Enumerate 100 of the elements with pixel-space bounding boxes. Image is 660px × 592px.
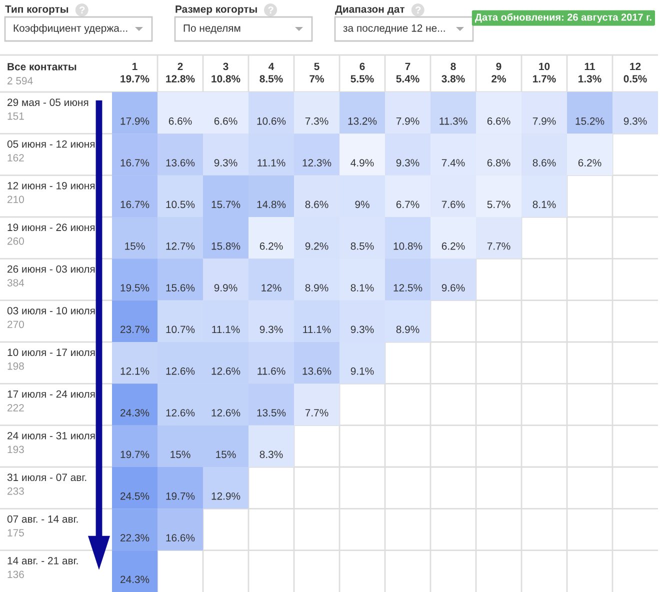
y2-tick-label: 270 bbox=[8, 320, 24, 328]
x-tick-label: 12 0.5% bbox=[624, 62, 647, 82]
data-label: 24.3% bbox=[120, 576, 150, 584]
data-label: 7.3% bbox=[305, 117, 328, 125]
text: По неделям bbox=[184, 24, 240, 34]
y-tick-label: 12 июня - 19 июня bbox=[8, 182, 95, 190]
data-label: 8.1% bbox=[532, 200, 556, 208]
x-tick-label: 8 3.8% bbox=[442, 62, 465, 82]
x-tick-label: 5 7% bbox=[310, 62, 324, 82]
data-label: 8.5% bbox=[350, 242, 374, 250]
data-label: 7.6% bbox=[442, 200, 465, 208]
y2-tick-label: 198 bbox=[8, 362, 24, 370]
text: Диапазон дат bbox=[335, 6, 405, 15]
y2-tick-label: 233 bbox=[8, 487, 24, 495]
data-label: 12.5% bbox=[394, 284, 422, 292]
y2-tick-label: 151 bbox=[8, 112, 24, 120]
data-label: 19.7% bbox=[166, 492, 195, 500]
data-label: 12.9% bbox=[212, 492, 240, 500]
data-label: 4.9% bbox=[350, 159, 374, 166]
data-label: 15% bbox=[125, 242, 145, 250]
x-tick-label: 4 8.5% bbox=[260, 62, 283, 82]
y-tick-label: 17 июля - 24 июля bbox=[8, 390, 95, 398]
data-label: 9.3% bbox=[260, 326, 283, 334]
data-label: 12.6% bbox=[212, 367, 240, 375]
data-label: 15% bbox=[216, 450, 236, 458]
data-label: 12.3% bbox=[302, 159, 332, 166]
data-label: 6.6% bbox=[168, 117, 192, 125]
y-axis-title: Все контакты bbox=[8, 63, 76, 70]
y-tick-label: 24 июля - 31 июля bbox=[8, 432, 95, 440]
y-tick-label: 26 июня - 03 июля bbox=[8, 265, 95, 273]
text: Размер когорты bbox=[176, 6, 257, 15]
y-tick-label: 10 июля - 17 июля bbox=[8, 348, 95, 356]
data-label: 6.6% bbox=[214, 117, 238, 125]
data-label: 12.7% bbox=[166, 242, 195, 250]
data-label: 15.2% bbox=[576, 117, 604, 125]
data-label: 12.6% bbox=[212, 409, 240, 416]
data-label: 16.7% bbox=[120, 159, 150, 166]
data-label: 9.9% bbox=[214, 284, 238, 292]
data-label: 6.2% bbox=[442, 242, 465, 250]
data-label: 7.9% bbox=[532, 117, 556, 125]
data-label: 14.8% bbox=[257, 200, 286, 208]
y2-tick-label: 222 bbox=[8, 404, 24, 412]
data-label: 9.3% bbox=[214, 159, 238, 166]
data-label: 16.6% bbox=[166, 534, 195, 542]
data-label: 22.3% bbox=[120, 534, 150, 542]
data-label: 6.7% bbox=[396, 200, 420, 208]
x-tick-label: 2 12.8% bbox=[166, 62, 195, 82]
y-tick-label: 19 июня - 26 июня bbox=[8, 224, 95, 232]
y-tick-label: 07 авг. - 14 авг. bbox=[7, 515, 78, 523]
text: за последние 12 не... bbox=[343, 24, 445, 34]
data-label: 8.9% bbox=[305, 284, 328, 292]
x-tick-label: 3 10.8% bbox=[212, 62, 240, 82]
y2-tick-label: 175 bbox=[8, 529, 24, 536]
y2-tick-label: 162 bbox=[8, 154, 24, 162]
data-label: 10.6% bbox=[257, 117, 286, 125]
data-label: 8.9% bbox=[396, 326, 420, 334]
data-label: 8.6% bbox=[305, 200, 328, 208]
data-label: 8.6% bbox=[532, 159, 556, 166]
data-label: 12.1% bbox=[120, 367, 150, 375]
data-label: 7.7% bbox=[487, 242, 510, 250]
data-label: 9.3% bbox=[350, 326, 374, 334]
y-tick-label: 03 июля - 10 июля bbox=[7, 307, 95, 314]
data-label: 8.1% bbox=[350, 284, 374, 292]
data-label: 15.7% bbox=[212, 200, 240, 208]
data-label: 9% bbox=[355, 200, 370, 208]
x-tick-label: 9 2% bbox=[492, 62, 506, 82]
x-tick-label: 6 5.5% bbox=[350, 62, 374, 82]
data-label: 19.5% bbox=[120, 284, 150, 292]
data-label: 11.1% bbox=[303, 326, 331, 334]
x-tick-label: 11 1.3% bbox=[578, 62, 602, 82]
data-label: 23.7% bbox=[120, 326, 150, 334]
data-label: 13.6% bbox=[166, 159, 195, 166]
data-label: 10.8% bbox=[394, 242, 422, 250]
data-label: 24.3% bbox=[120, 409, 150, 416]
data-label: 9.6% bbox=[442, 284, 465, 292]
data-label: 19.7% bbox=[120, 450, 150, 458]
x-tick-label: 7 5.4% bbox=[396, 62, 420, 82]
data-label: 11.1% bbox=[212, 326, 240, 334]
data-label: 5.7% bbox=[487, 200, 510, 208]
data-label: 6.8% bbox=[487, 159, 510, 166]
data-label: 11.1% bbox=[258, 159, 286, 166]
data-label: 7.4% bbox=[442, 159, 465, 166]
y-tick-label: 31 июля - 07 авг. bbox=[7, 474, 86, 482]
data-label: 9.1% bbox=[350, 367, 374, 375]
data-label: 24.5% bbox=[120, 492, 150, 500]
data-label: 17.9% bbox=[120, 117, 150, 125]
y2-tick-label: 136 bbox=[8, 570, 24, 578]
data-label: 9.2% bbox=[305, 242, 328, 250]
data-label: 6.6% bbox=[487, 117, 510, 125]
data-label: 11.3% bbox=[440, 117, 468, 125]
text: Коэффициент удержа... bbox=[14, 24, 128, 34]
data-label: 10.7% bbox=[166, 326, 195, 334]
y2-tick-label: 384 bbox=[7, 279, 24, 286]
data-label: 8.3% bbox=[260, 450, 283, 458]
data-label: 7.9% bbox=[396, 117, 420, 125]
data-label: 9.3% bbox=[396, 159, 420, 166]
data-label: 15% bbox=[170, 450, 190, 458]
data-label: 15.8% bbox=[212, 242, 240, 250]
text: Тип когорты bbox=[5, 6, 68, 15]
y2-axis-title: 2 594 bbox=[8, 77, 33, 84]
